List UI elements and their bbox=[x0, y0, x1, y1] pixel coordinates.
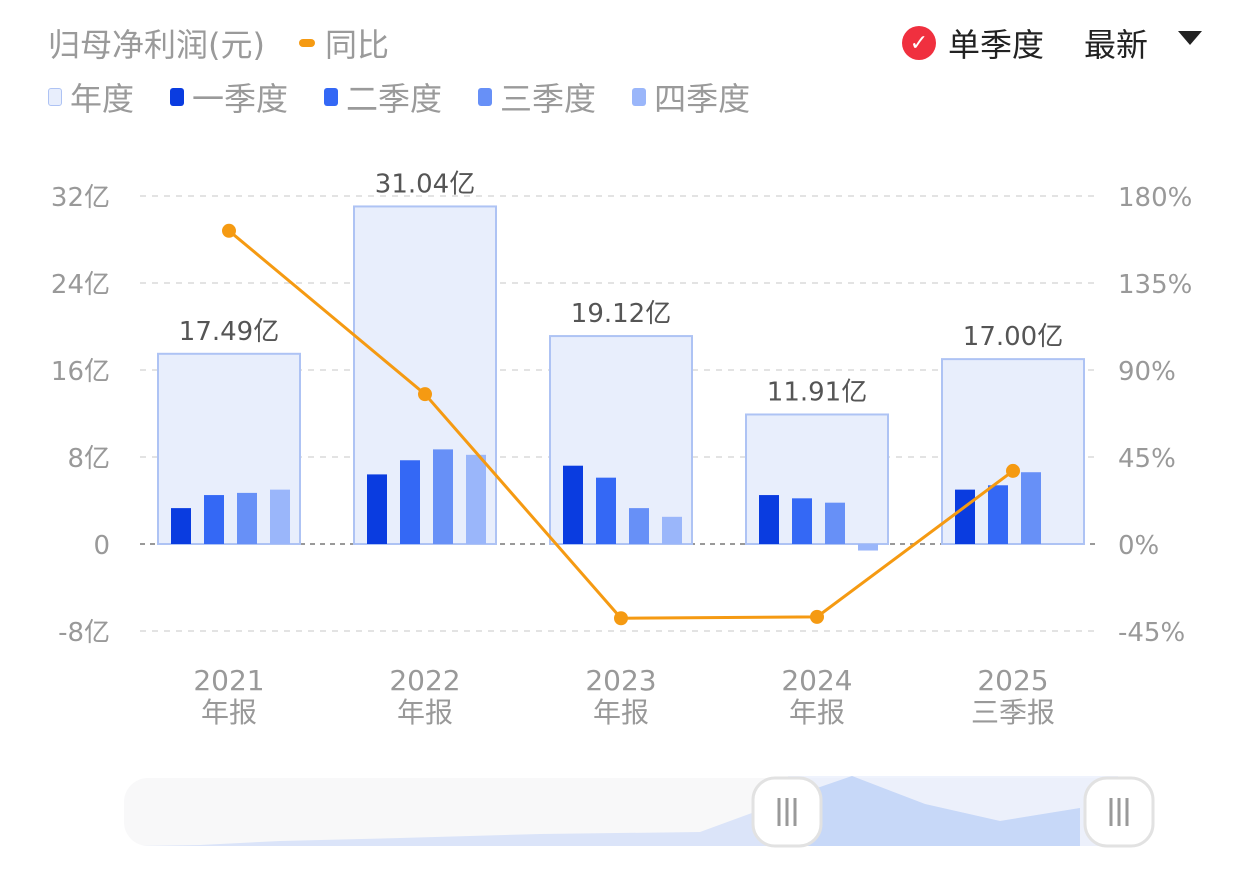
legend-item-q3[interactable]: 三季度 bbox=[478, 74, 596, 120]
legend-label: 年度 bbox=[70, 80, 135, 118]
legend-swatch bbox=[632, 88, 647, 106]
quarter-bar bbox=[988, 485, 1008, 544]
annual-data-label: 11.91亿 bbox=[767, 377, 867, 407]
legend-swatch bbox=[48, 88, 62, 106]
y-left-tick: 24亿 bbox=[51, 270, 110, 300]
x-tick-period: 年报 bbox=[789, 696, 845, 729]
yoy-point bbox=[810, 609, 824, 624]
quarter-bar bbox=[466, 454, 486, 544]
quarter-bar bbox=[400, 460, 420, 544]
legend-label: 二季度 bbox=[346, 80, 443, 118]
legend-item-annual[interactable]: 年度 bbox=[48, 74, 134, 120]
quarter-bar bbox=[270, 489, 290, 544]
checkbox-checked-icon[interactable]: ✓ bbox=[901, 26, 936, 60]
quarter-bar bbox=[858, 544, 878, 551]
quarter-bar bbox=[171, 508, 191, 544]
x-tick-year: 2022 bbox=[389, 664, 460, 697]
yoy-legend-label[interactable]: 同比 bbox=[324, 26, 389, 64]
x-tick-year: 2021 bbox=[193, 664, 264, 697]
x-tick-year: 2023 bbox=[585, 664, 656, 697]
legend-item-q1[interactable]: 一季度 bbox=[170, 74, 288, 120]
chart-title: 归母净利润(元) bbox=[48, 26, 265, 64]
quarter-bar bbox=[204, 495, 224, 544]
y-right-tick: 180% bbox=[1118, 183, 1192, 213]
dropdown-triangle-icon[interactable] bbox=[1178, 31, 1202, 45]
quarter-bar bbox=[955, 489, 975, 544]
legend-label: 一季度 bbox=[192, 80, 289, 118]
quarter-bar bbox=[759, 495, 779, 544]
y-left-tick: -8亿 bbox=[58, 618, 110, 648]
legend-item-q4[interactable]: 四季度 bbox=[632, 74, 750, 120]
x-tick-period: 年报 bbox=[593, 696, 649, 729]
legend-swatch bbox=[478, 88, 493, 106]
x-tick-period: 三季报 bbox=[971, 696, 1055, 729]
annual-data-label: 17.00亿 bbox=[963, 322, 1063, 352]
y-right-tick: -45% bbox=[1118, 618, 1185, 648]
x-tick-year: 2025 bbox=[977, 664, 1048, 697]
yoy-point bbox=[418, 387, 432, 402]
quarter-bar bbox=[367, 474, 387, 544]
yoy-point bbox=[1006, 463, 1020, 478]
quarter-bar bbox=[596, 477, 616, 544]
annual-data-label: 31.04亿 bbox=[375, 169, 475, 199]
y-right-tick: 45% bbox=[1118, 444, 1176, 474]
y-left-tick: 16亿 bbox=[51, 357, 110, 387]
quarter-bar bbox=[433, 449, 453, 544]
legend-label: 三季度 bbox=[500, 80, 597, 118]
yoy-legend-marker bbox=[298, 39, 315, 47]
y-left-tick: 8亿 bbox=[67, 444, 110, 474]
quarter-bar bbox=[629, 508, 649, 544]
legend-swatch bbox=[170, 88, 185, 106]
slider-selected-area bbox=[788, 776, 1080, 846]
x-tick-period: 年报 bbox=[201, 696, 257, 729]
quarter-bar bbox=[825, 502, 845, 544]
yoy-point bbox=[222, 223, 236, 238]
y-right-tick: 0% bbox=[1118, 531, 1159, 561]
quarter-bar bbox=[563, 465, 583, 544]
legend: 年度 一季度 二季度 三季度 四季度 bbox=[48, 74, 786, 120]
legend-item-q2[interactable]: 二季度 bbox=[324, 74, 442, 120]
chart-controls: ✓ 单季度 最新 bbox=[901, 20, 1202, 66]
annual-data-label: 17.49亿 bbox=[179, 317, 279, 347]
annual-data-label: 19.12亿 bbox=[571, 299, 671, 329]
quarter-bar bbox=[1021, 472, 1041, 544]
single-quarter-toggle[interactable]: 单季度 bbox=[947, 26, 1044, 64]
quarter-bar bbox=[662, 516, 682, 544]
quarter-bar bbox=[792, 498, 812, 544]
quarter-bar bbox=[237, 492, 257, 544]
y-right-tick: 90% bbox=[1118, 357, 1176, 387]
y-left-tick: 0 bbox=[93, 531, 110, 561]
x-tick-period: 年报 bbox=[397, 696, 453, 729]
x-tick-year: 2024 bbox=[781, 664, 852, 697]
legend-label: 四季度 bbox=[654, 80, 751, 118]
legend-swatch bbox=[324, 88, 339, 106]
sort-dropdown[interactable]: 最新 bbox=[1083, 26, 1148, 64]
y-left-tick: 32亿 bbox=[51, 183, 110, 213]
chart-title-bar: 归母净利润(元) 同比 bbox=[48, 20, 389, 66]
yoy-point bbox=[614, 611, 628, 626]
y-right-tick: 135% bbox=[1118, 270, 1192, 300]
